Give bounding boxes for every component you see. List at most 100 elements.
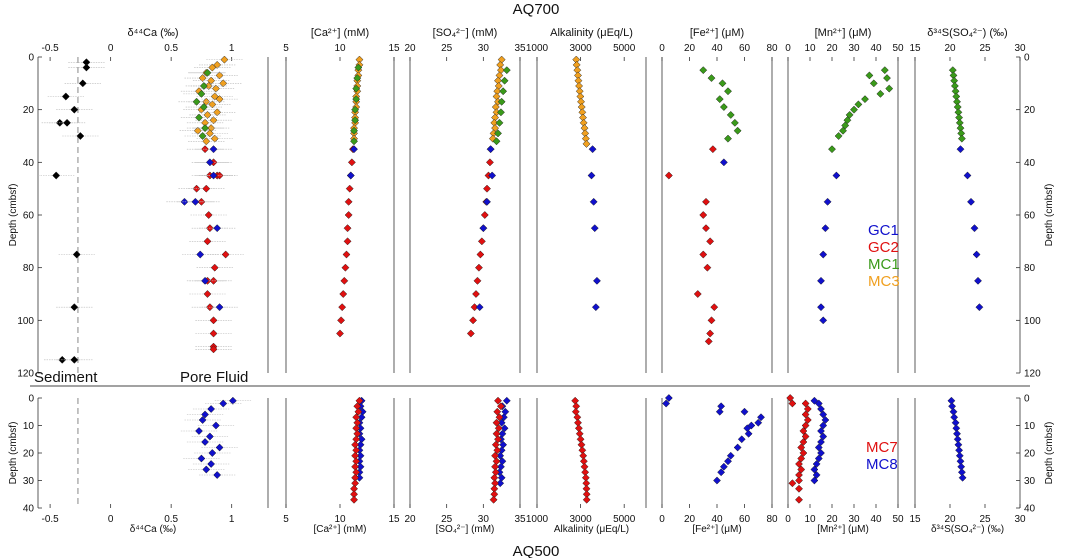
panel-iron-top-point-MC1 <box>719 103 728 111</box>
panel-manganese-bottom-point-MC8 <box>817 405 825 413</box>
panel-title-alkalinity: Alkalinity (μEq/L) <box>550 27 633 39</box>
panel-title-sulfur_isotope: δ³⁴S(SO₄²⁻) (‰) <box>927 27 1007 39</box>
panel-calcium-top-point-GC2 <box>339 290 348 298</box>
panel-calcium-top-point-MC1 <box>352 84 361 93</box>
panel-sulfate-top-point-MC1 <box>494 129 502 138</box>
panel-ca_isotope-top-xtick-label: 1 <box>229 43 235 54</box>
panel-sulfate-top-point-GC1 <box>475 303 484 312</box>
panel-iron-top-point-MC1 <box>724 134 732 143</box>
panel-calcium-top-point-GC2 <box>338 303 347 312</box>
panel-iron-bottom-point-MC8 <box>757 413 765 422</box>
panel-alkalinity-top: 1000 3000 5000 <box>526 43 647 373</box>
panel-iron-bottom-point-MC8 <box>754 418 763 427</box>
panel-sulfate-bottom-point-MC7 <box>494 396 502 405</box>
panel-ca_isotope-bottom: -0.5 0 0.5 1 δ⁴⁴Ca (‰) 0 10 20 30 40 <box>23 394 269 535</box>
panel-ca_isotope-bottom-point-MC8 <box>228 396 237 405</box>
panel-manganese-top-xtick-label: 20 <box>826 43 838 54</box>
panel-iron-bottom-point-MC8 <box>724 457 732 466</box>
panel-alkalinity-bottom-xtick-label: 3000 <box>569 514 592 525</box>
panel-iron-bottom-xtick-label: 0 <box>659 514 665 525</box>
panel-calcium-bottom-xtick-label: 5 <box>283 514 289 525</box>
panel-sulfate-bottom: 20 25 30 35 [SO₄²⁻] (mM) <box>404 396 526 535</box>
panel-sulfur_isotope-top-xtick-label: 15 <box>909 43 921 54</box>
panel-sulfate-top-point-GC2 <box>480 211 489 219</box>
panel-manganese-top-point-MC1 <box>828 145 836 154</box>
panel-sulfate-bottom-point-MC7 <box>494 424 503 433</box>
panel-alkalinity-top-point-GC1 <box>590 224 599 233</box>
panel-manganese-top-xtick-label: 10 <box>804 43 816 54</box>
panel-manganese-top-xtick-label: 40 <box>870 43 882 54</box>
depth-label-bottom-left: Depth (cmbsf) <box>8 422 19 485</box>
panel-manganese-bottom-point-MC7 <box>788 399 797 408</box>
panel-ca_isotope-top-point-MC1 <box>199 103 208 111</box>
panel-calcium-top-point-GC2 <box>343 224 352 233</box>
panel-sulfate-top-point-GC2 <box>485 158 494 167</box>
panel-manganese-bottom-xtick-label: 0 <box>785 514 791 525</box>
panel-iron-top-point-GC2 <box>707 316 716 325</box>
panel-manganese-bottom-point-MC7 <box>801 410 810 419</box>
panel-iron-bottom-point-MC8 <box>726 451 735 460</box>
panel-ca_isotope-top-point-MC3 <box>198 74 207 83</box>
panel-sulfate-top-point-GC2 <box>473 276 482 285</box>
panel-sulfur_isotope-top-ytick-label: 80 <box>1024 263 1036 274</box>
panel-sulfate-top-point-MC3 <box>488 134 497 143</box>
panel-alkalinity-top-xtick-label: 5000 <box>613 43 636 54</box>
panel-title-ca_isotope: δ⁴⁴Ca (‰) <box>127 27 178 39</box>
panel-sulfate-top-point-GC2 <box>472 290 480 298</box>
panel-sulfate-top-xtick-label: 30 <box>478 43 490 54</box>
panel-iron-bottom-point-MC8 <box>737 435 746 444</box>
panel-ca_isotope-top-xtick-label: 0.5 <box>164 43 178 54</box>
legend-top-MC3: MC3 <box>868 273 900 290</box>
panel-ca_isotope-bottom-point-MC8 <box>195 427 203 435</box>
panel-sulfate-bottom-point-MC8 <box>500 424 509 433</box>
panel-iron-top-point-GC2 <box>702 224 710 233</box>
panel-ca_isotope-top-point-GC2 <box>210 263 219 272</box>
panel-ca_isotope-top-point-MC3 <box>215 71 224 80</box>
panel-title-iron: [Fe²⁺] (μM) <box>690 27 744 39</box>
panel-ca_isotope-bottom-xtick-label: 1 <box>229 514 235 525</box>
panel-manganese-bottom-point-MC8 <box>810 476 819 485</box>
panel-manganese-bottom-point-MC8 <box>814 399 823 408</box>
panel-manganese-bottom-xtick-label: 50 <box>892 514 904 525</box>
panel-iron-bottom-point-MC8 <box>719 462 728 471</box>
panel-iron-bottom-point-MC8 <box>664 394 673 402</box>
panel-sulfate-bottom-xtick-label: 25 <box>441 514 453 525</box>
panel-ca_isotope-bottom-point-MC8 <box>213 471 222 479</box>
panel-alkalinity-bottom-xtick-label: 1000 <box>526 514 549 525</box>
panel-manganese-bottom-point-MC8 <box>817 427 825 435</box>
panel-manganese-bottom-point-MC7 <box>799 449 808 457</box>
panel-ca_isotope-top-point-MC1 <box>201 124 210 133</box>
panel-alkalinity-top-point-GC1 <box>591 303 600 312</box>
panel-manganese: [Mn²⁺] (μM) 0 10 20 30 40 50 0 10 20 30 40 50 [Mn²⁺] … <box>785 27 904 535</box>
panel-calcium-top-point-MC1 <box>354 63 363 72</box>
panel-manganese-bottom-point-MC8 <box>817 449 825 457</box>
panel-sulfate-top-point-GC1 <box>488 171 497 180</box>
panel-iron-bottom-xtick-label: 20 <box>684 514 696 525</box>
panel-iron-bottom-point-MC8 <box>715 407 724 416</box>
panel-calcium-top-point-GC2 <box>336 329 344 338</box>
panel-ca_isotope-bottom-point-MC8 <box>215 443 224 452</box>
panel-iron-bottom-point-MC8 <box>713 476 721 485</box>
label-sediment: Sediment <box>34 369 98 386</box>
panel-sulfur_isotope-bottom-xtick-label: 15 <box>909 514 921 525</box>
panel-sulfate-bottom-xlabel: [SO₄²⁻] (mM) <box>436 524 495 535</box>
panel-alkalinity-bottom-point-MC7 <box>571 396 580 405</box>
panel-calcium-bottom-point-MC7 <box>351 451 360 460</box>
panel-manganese-top: 0 10 20 30 40 50 <box>785 43 904 373</box>
panel-sulfate-top-point-GC2 <box>469 316 478 325</box>
panel-sulfate-bottom-point-MC7 <box>494 435 502 444</box>
panel-ca_isotope-top-ytick-label: 40 <box>23 158 35 169</box>
panel-manganese-bottom-point-MC7 <box>797 443 806 452</box>
panel-manganese-top-point-MC1 <box>834 132 843 140</box>
panel-sulfur_isotope-top-ytick-label: 120 <box>1024 369 1041 380</box>
panel-manganese-top-point-MC1 <box>854 100 863 109</box>
panel-manganese-top-point-GC1 <box>817 303 825 312</box>
panel-ca_isotope-bottom-xtick-label: 0 <box>108 514 114 525</box>
legend-top-GC1: GC1 <box>868 222 899 239</box>
panel-sulfur_isotope-bottom-xtick-label: 30 <box>1014 514 1026 525</box>
panel-iron-top-point-GC2 <box>708 145 717 154</box>
panel-ca_isotope-top-ytick-label: 60 <box>23 211 35 222</box>
panel-manganese-bottom-point-MC7 <box>795 484 803 493</box>
panel-sulfate-top-point-GC1 <box>483 197 491 206</box>
